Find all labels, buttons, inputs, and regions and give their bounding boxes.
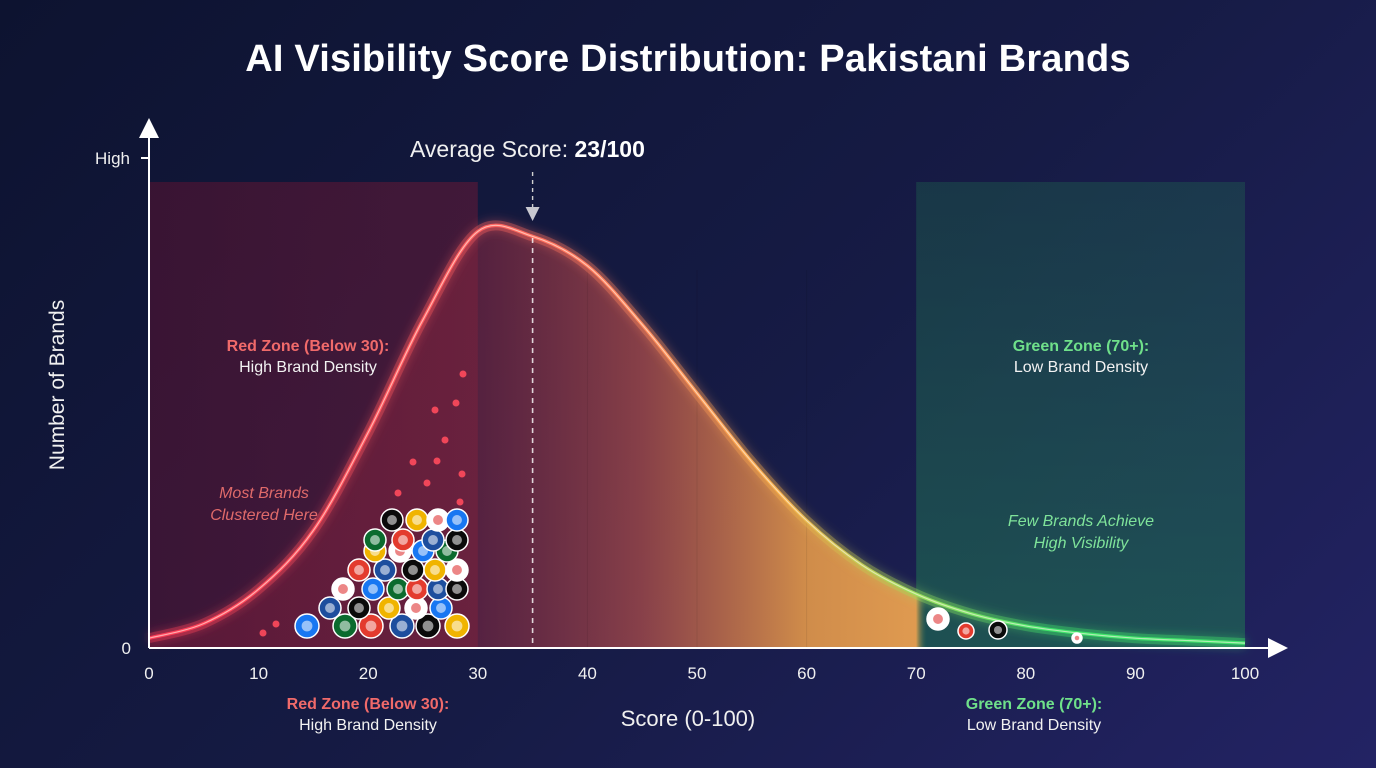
brand-dot xyxy=(452,399,460,407)
green-zone-axis-subtitle: Low Brand Density xyxy=(966,717,1102,734)
x-ticks: 0 10 20 30 40 50 60 70 80 90 100 xyxy=(144,664,1259,683)
x-axis-label: Score (0-100) xyxy=(620,706,756,731)
green-zone-subtitle: Low Brand Density xyxy=(1013,359,1149,376)
y-axis-label: Number of Brands xyxy=(46,299,69,471)
x-tick-label: 0 xyxy=(144,664,153,683)
red-zone-axis-subtitle: High Brand Density xyxy=(299,717,437,734)
brand-dot xyxy=(272,620,280,628)
x-tick-label: 60 xyxy=(797,664,816,683)
brand-logo-icon xyxy=(404,596,428,620)
brand-logo-icon xyxy=(389,613,415,639)
brand-dot xyxy=(431,406,439,414)
x-tick-label: 90 xyxy=(1126,664,1145,683)
x-tick-label: 70 xyxy=(907,664,926,683)
brand-logo-icon xyxy=(386,577,410,601)
brand-dot xyxy=(423,479,431,487)
green-few-note-line: High Visibility xyxy=(1033,535,1129,552)
red-zone-subtitle: High Brand Density xyxy=(239,359,377,376)
brand-logo-icon xyxy=(415,613,441,639)
brand-logo-icon xyxy=(361,577,385,601)
brand-dot xyxy=(459,370,467,378)
x-tick-label: 30 xyxy=(468,664,487,683)
brand-logo-icon xyxy=(318,596,342,620)
brand-logo-icon xyxy=(445,508,469,532)
red-zone-title: Red Zone (Below 30): xyxy=(226,338,390,355)
average-label-value: 23/100 xyxy=(574,136,645,162)
red-zone-annotation: Red Zone (Below 30): High Brand Density xyxy=(178,336,438,378)
green-few-note: Few Brands Achieve High Visibility xyxy=(971,511,1191,555)
brand-logo-icon xyxy=(405,508,429,532)
x-tick-label: 100 xyxy=(1231,664,1259,683)
brand-logo-icon xyxy=(423,558,447,582)
green-few-note-line: Few Brands Achieve xyxy=(1007,513,1155,530)
brand-dots xyxy=(259,370,467,637)
green-zone-annotation: Green Zone (70+): Low Brand Density xyxy=(951,336,1211,378)
brand-logo-icon xyxy=(373,558,397,582)
brand-dot xyxy=(458,470,466,478)
brand-logo-icon xyxy=(426,508,450,532)
x-tick-label: 40 xyxy=(578,664,597,683)
brand-logo-icon xyxy=(429,596,453,620)
brand-logo-icon xyxy=(377,596,401,620)
average-pointer-arrow xyxy=(525,207,540,221)
brand-logo-icon xyxy=(347,596,371,620)
brand-logo-icon xyxy=(347,558,371,582)
brand-logo-icon xyxy=(294,613,320,639)
area-banding xyxy=(586,270,808,648)
green-zone-band xyxy=(916,182,1245,648)
y-tick-label: 0 xyxy=(122,639,131,658)
brand-logo-icon xyxy=(988,620,1008,640)
brand-logo-icon xyxy=(380,508,404,532)
brand-logo-icon xyxy=(957,622,975,640)
red-cluster-note: Most Brands Clustered Here xyxy=(154,483,374,527)
brand-logo-icon xyxy=(401,558,425,582)
brand-logo-icon xyxy=(445,577,469,601)
brand-logo-icon xyxy=(444,613,470,639)
brand-icons xyxy=(294,508,1083,644)
brand-logo-icon xyxy=(332,613,358,639)
brand-logo-icon xyxy=(391,528,415,552)
brand-logo-icon xyxy=(331,577,355,601)
green-zone-axis-annotation: Green Zone (70+): Low Brand Density xyxy=(904,694,1164,736)
brand-dot xyxy=(441,436,449,444)
brand-dot xyxy=(409,458,417,466)
brand-logo-icon xyxy=(445,558,469,582)
brand-logo-icon xyxy=(405,577,429,601)
green-zone-axis-title: Green Zone (70+): xyxy=(965,696,1103,713)
y-tick-label: High xyxy=(95,149,130,168)
brand-dot xyxy=(456,498,464,506)
average-label-prefix: Average Score: xyxy=(410,136,575,162)
brand-dot xyxy=(259,629,267,637)
red-cluster-note-line: Clustered Here xyxy=(210,507,318,524)
red-zone-axis-title: Red Zone (Below 30): xyxy=(286,696,450,713)
brand-logo-icon xyxy=(363,528,387,552)
brand-logo-icon xyxy=(445,528,469,552)
x-tick-label: 80 xyxy=(1016,664,1035,683)
red-cluster-note-line: Most Brands xyxy=(219,485,309,502)
brand-logo-icon xyxy=(1071,632,1083,644)
red-zone-axis-annotation: Red Zone (Below 30): High Brand Density xyxy=(238,694,498,736)
distribution-curve-highlight xyxy=(148,224,1246,644)
average-score-label: Average Score: 23/100 xyxy=(410,136,645,163)
green-zone-title: Green Zone (70+): xyxy=(1012,338,1150,355)
brand-logo-icon xyxy=(358,613,384,639)
brand-logo-icon xyxy=(421,528,445,552)
brand-dot xyxy=(433,457,441,465)
x-tick-label: 50 xyxy=(688,664,707,683)
brand-logo-icon xyxy=(926,607,950,631)
chart-title: AI Visibility Score Distribution: Pakist… xyxy=(245,38,1131,80)
x-tick-label: 10 xyxy=(249,664,268,683)
x-tick-label: 20 xyxy=(359,664,378,683)
brand-dot xyxy=(394,489,402,497)
